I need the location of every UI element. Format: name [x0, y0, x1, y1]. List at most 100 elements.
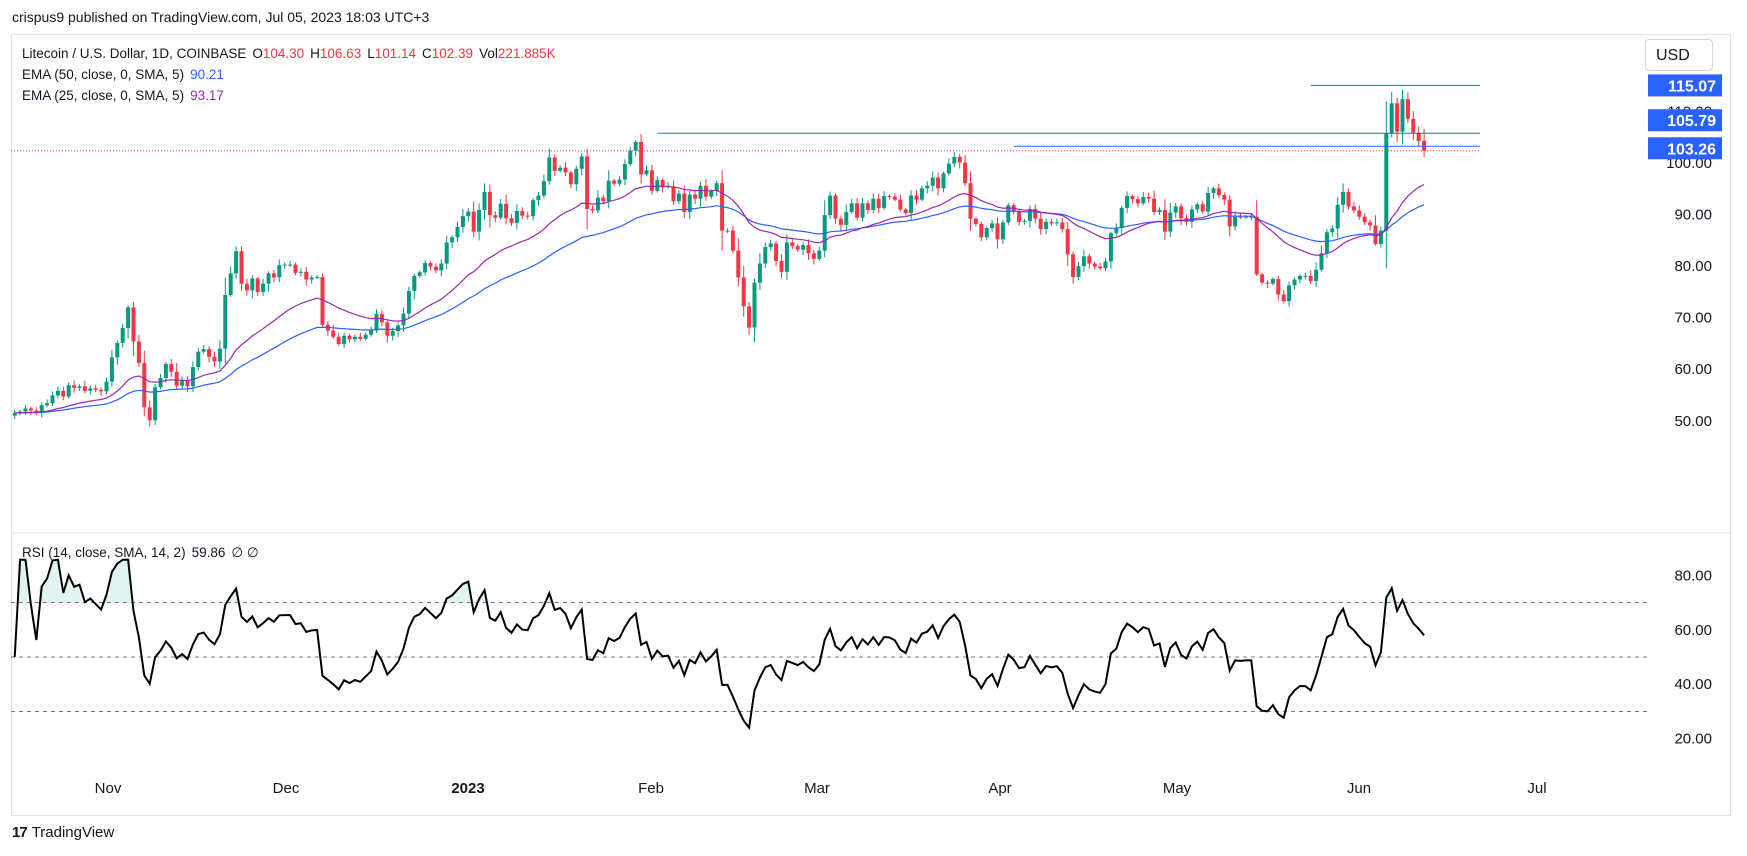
time-tick-label: Apr [988, 780, 1011, 797]
brand-name: TradingView [31, 824, 115, 841]
candle [1389, 91, 1394, 138]
rsi-overbought-fill [71, 586, 77, 603]
candle-body [39, 405, 44, 413]
candle [849, 198, 854, 214]
candle [666, 182, 671, 189]
price-tick-label: 90.00 [1674, 207, 1712, 224]
candle [180, 376, 185, 390]
candle-body [174, 371, 179, 386]
candle [261, 278, 266, 296]
candle-body [909, 195, 914, 214]
ema25-legend[interactable]: EMA (25, close, 0, SMA, 5) 93.17 [22, 88, 230, 103]
candle [811, 249, 816, 265]
candle [1362, 213, 1367, 226]
candle-body [1146, 197, 1151, 199]
candle [223, 277, 228, 364]
candle [1303, 272, 1308, 280]
rsi-overbought-fill [460, 584, 466, 603]
candle [358, 332, 363, 341]
volume-label: Vol [479, 46, 498, 61]
candle-body [120, 328, 125, 343]
candle-body [795, 246, 800, 250]
candle [196, 348, 201, 371]
candle [1189, 205, 1194, 228]
rsi-legend[interactable]: RSI (14, close, SMA, 14, 2) 59.86 ∅ ∅ [22, 545, 265, 561]
candle-body [1125, 196, 1130, 208]
chart-frame [11, 34, 1731, 816]
candle-body [687, 194, 692, 213]
candle-body [369, 330, 374, 335]
rsi-tick-label: 20.00 [1674, 731, 1712, 748]
candle-body [682, 193, 687, 213]
candle [595, 190, 600, 214]
candle-body [1103, 261, 1108, 269]
rsi-overbought-fill [87, 598, 93, 603]
candle-body [752, 282, 757, 328]
candle-body [871, 198, 876, 210]
candle [903, 207, 908, 216]
candle-body [1060, 222, 1065, 230]
candle [93, 384, 98, 393]
candle [925, 181, 930, 194]
candle [660, 177, 665, 193]
symbol-title[interactable]: Litecoin / U.S. Dollar, 1D, COINBASE [22, 46, 247, 61]
candle-body [990, 223, 995, 229]
candle-body [741, 277, 746, 307]
candle-body [865, 203, 870, 210]
rsi-label: RSI (14, close, SMA, 14, 2) [22, 545, 186, 560]
candle-body [622, 164, 627, 180]
rsi-overbought-fill [1389, 588, 1395, 603]
candle-body [1114, 228, 1119, 234]
candle [736, 238, 741, 287]
candle [239, 246, 244, 291]
candle [612, 178, 617, 186]
candle [1335, 196, 1340, 239]
candle-body [1000, 222, 1005, 240]
candle [1270, 277, 1275, 286]
candle [698, 181, 703, 207]
candle [1195, 202, 1200, 213]
candle-body [914, 195, 919, 200]
ema25-line [14, 183, 1425, 414]
candle-body [444, 242, 449, 264]
candle-body [99, 389, 104, 392]
candle-body [1254, 216, 1259, 275]
candle-body [55, 390, 60, 396]
candle [984, 226, 989, 241]
candle [1114, 223, 1119, 237]
candle-body [455, 226, 460, 238]
candle [34, 407, 39, 415]
candle-body [396, 325, 401, 332]
candle [142, 350, 147, 417]
candle-body [45, 403, 50, 406]
candle [1292, 277, 1297, 290]
candle [633, 140, 638, 157]
candle-body [968, 183, 973, 219]
candle-body [336, 336, 341, 344]
candle-body [536, 195, 541, 201]
candle [369, 326, 374, 337]
candle-body [185, 380, 190, 387]
candle-body [23, 408, 28, 412]
candle-body [1087, 256, 1092, 264]
candle-body [293, 264, 298, 273]
candle [1130, 194, 1135, 204]
candle-body [1265, 282, 1270, 284]
candle-body [1319, 253, 1324, 270]
candle-body [1324, 232, 1329, 254]
candle [725, 228, 730, 234]
candle [61, 386, 66, 401]
candle [833, 193, 838, 225]
high-label: H [310, 46, 320, 61]
ema50-legend[interactable]: EMA (50, close, 0, SMA, 5) 90.21 [22, 67, 230, 82]
candle-body [876, 198, 881, 208]
candle [898, 194, 903, 212]
candle-body [12, 413, 17, 416]
candle-body [655, 180, 660, 191]
candle [552, 154, 557, 177]
candle [12, 409, 17, 420]
rsi-overbought-fill [76, 584, 83, 603]
tradingview-brand[interactable]: 17 TradingView [12, 824, 114, 841]
currency-selector[interactable]: USD [1645, 39, 1713, 71]
